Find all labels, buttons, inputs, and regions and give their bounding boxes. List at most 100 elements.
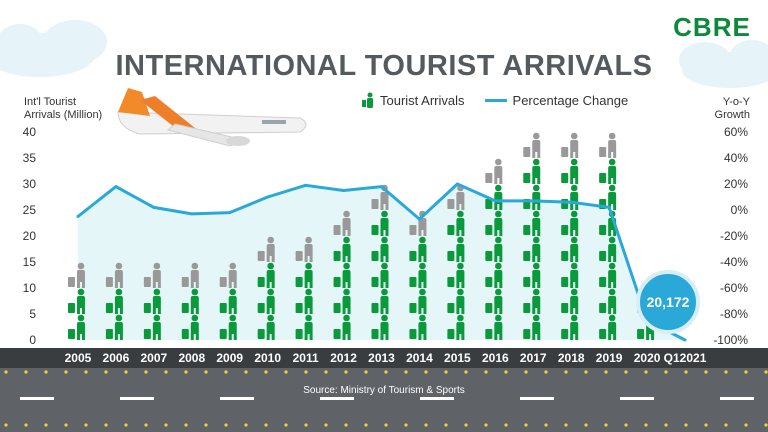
traveler-with-suitcase-icon <box>409 314 427 340</box>
traveler-with-suitcase-icon <box>599 158 617 184</box>
bar-arrivals-2010 <box>257 236 275 340</box>
traveler-with-suitcase-icon <box>561 132 579 158</box>
y-tick-left-label: 25 <box>23 203 37 217</box>
traveler-with-suitcase-icon <box>485 314 503 340</box>
traveler-with-suitcase-icon <box>485 158 503 184</box>
traveler-with-suitcase-icon <box>561 158 579 184</box>
y-tick-left-label: 30 <box>23 177 37 191</box>
traveler-with-suitcase-icon <box>447 184 465 210</box>
runway-edge <box>0 348 768 368</box>
traveler-with-suitcase-icon <box>371 288 389 314</box>
traveler-with-suitcase-icon <box>485 236 503 262</box>
y-tick-right-label: -20% <box>720 229 748 243</box>
y-tick-left-label: 0 <box>29 333 36 347</box>
point-percentage-change-2012 <box>342 189 346 192</box>
point-percentage-change-2011 <box>304 183 308 187</box>
traveler-with-suitcase-icon <box>523 314 541 340</box>
traveler-with-suitcase-icon <box>561 288 579 314</box>
traveler-with-suitcase-icon <box>257 288 275 314</box>
y-tick-left-label: 10 <box>23 281 37 295</box>
y-tick-left-label: 20 <box>23 229 37 243</box>
x-tick-label: 2020 <box>634 351 661 365</box>
traveler-with-suitcase-icon <box>561 210 579 236</box>
x-tick-label: 2005 <box>65 351 92 365</box>
y-tick-right-label: -40% <box>720 255 748 269</box>
traveler-with-suitcase-icon <box>371 262 389 288</box>
traveler-with-suitcase-icon <box>447 262 465 288</box>
x-tick-label: 2016 <box>482 351 509 365</box>
y-tick-left-label: 5 <box>29 307 36 321</box>
y-tick-right-label: -80% <box>720 307 748 321</box>
point-percentage-change-2008 <box>190 212 194 216</box>
bar-arrivals-2009 <box>219 262 237 340</box>
y-tick-right-label: -100% <box>713 333 748 347</box>
point-percentage-change-2010 <box>266 195 270 199</box>
traveler-with-suitcase-icon <box>523 288 541 314</box>
traveler-with-suitcase-icon <box>599 314 617 340</box>
traveler-with-suitcase-icon <box>599 288 617 314</box>
y-tick-right-label: 0% <box>731 203 749 217</box>
callout-bubble <box>636 270 700 334</box>
legend: Tourist Arrivals Percentage Change <box>362 91 628 109</box>
traveler-with-suitcase-icon <box>523 158 541 184</box>
point-percentage-change-2009 <box>228 211 232 215</box>
legend-change-swatch <box>484 98 507 102</box>
traveler-with-suitcase-icon <box>67 262 85 288</box>
traveler-with-suitcase-icon <box>105 288 123 314</box>
x-tick-label: 2012 <box>330 351 357 365</box>
bar-arrivals-2012 <box>333 210 351 340</box>
traveler-with-suitcase-icon <box>409 288 427 314</box>
y-tick-right-label: 60% <box>724 125 748 139</box>
x-tick-label: 2006 <box>103 351 130 365</box>
x-tick-label: 2011 <box>293 351 319 365</box>
traveler-with-suitcase-icon <box>105 262 123 288</box>
traveler-with-suitcase-icon <box>333 262 351 288</box>
callout-label: 20,172 <box>647 294 690 310</box>
traveler-with-suitcase-icon <box>219 262 237 288</box>
bar-arrivals-2007 <box>143 262 161 340</box>
y-tick-right-label: -60% <box>720 281 748 295</box>
bar-arrivals-2015 <box>447 184 465 340</box>
traveler-with-suitcase-icon <box>362 92 373 108</box>
y-tick-left-label: 15 <box>23 255 37 269</box>
traveler-with-suitcase-icon <box>181 314 199 340</box>
traveler-with-suitcase-icon <box>181 288 199 314</box>
traveler-with-suitcase-icon <box>257 236 275 262</box>
traveler-with-suitcase-icon <box>219 288 237 314</box>
traveler-with-suitcase-icon <box>599 262 617 288</box>
traveler-with-suitcase-icon <box>257 262 275 288</box>
traveler-with-suitcase-icon <box>295 236 313 262</box>
traveler-with-suitcase-icon <box>447 288 465 314</box>
bar-arrivals-2005 <box>67 262 85 340</box>
traveler-with-suitcase-icon <box>295 288 313 314</box>
traveler-with-suitcase-icon <box>523 236 541 262</box>
traveler-with-suitcase-icon <box>409 210 427 236</box>
y-tick-right-label: 20% <box>724 177 748 191</box>
runway-lights <box>4 370 768 427</box>
point-percentage-change-2013 <box>380 185 383 189</box>
x-tick-label: 2017 <box>520 351 547 365</box>
x-tick-label: 2019 <box>596 351 623 365</box>
point-percentage-change-2016 <box>493 199 497 203</box>
airplane-icon <box>117 88 307 147</box>
traveler-with-suitcase-icon <box>143 262 161 288</box>
bar-arrivals-2011 <box>295 236 313 340</box>
traveler-with-suitcase-icon <box>523 132 541 158</box>
y-axis-title-right-text: Y-o-Y Growth <box>714 96 750 121</box>
x-tick-label: Q12021 <box>664 351 707 365</box>
traveler-with-suitcase-icon <box>523 210 541 236</box>
cloud-icon <box>0 20 107 77</box>
traveler-with-suitcase-icon <box>181 262 199 288</box>
point-percentage-change-Q12021 <box>683 338 687 342</box>
point-percentage-change-2017 <box>531 199 535 203</box>
bar-arrivals-2018 <box>561 132 579 340</box>
traveler-with-suitcase-icon <box>219 314 237 340</box>
traveler-with-suitcase-icon <box>333 314 351 340</box>
point-percentage-change-2006 <box>114 185 118 189</box>
traveler-with-suitcase-icon <box>295 262 313 288</box>
traveler-with-suitcase-icon <box>371 210 389 236</box>
traveler-with-suitcase-icon <box>409 262 427 288</box>
y-tick-right-label: 40% <box>724 151 748 165</box>
x-tick-label: 2010 <box>254 351 281 365</box>
x-tick-label: 2015 <box>444 351 471 365</box>
